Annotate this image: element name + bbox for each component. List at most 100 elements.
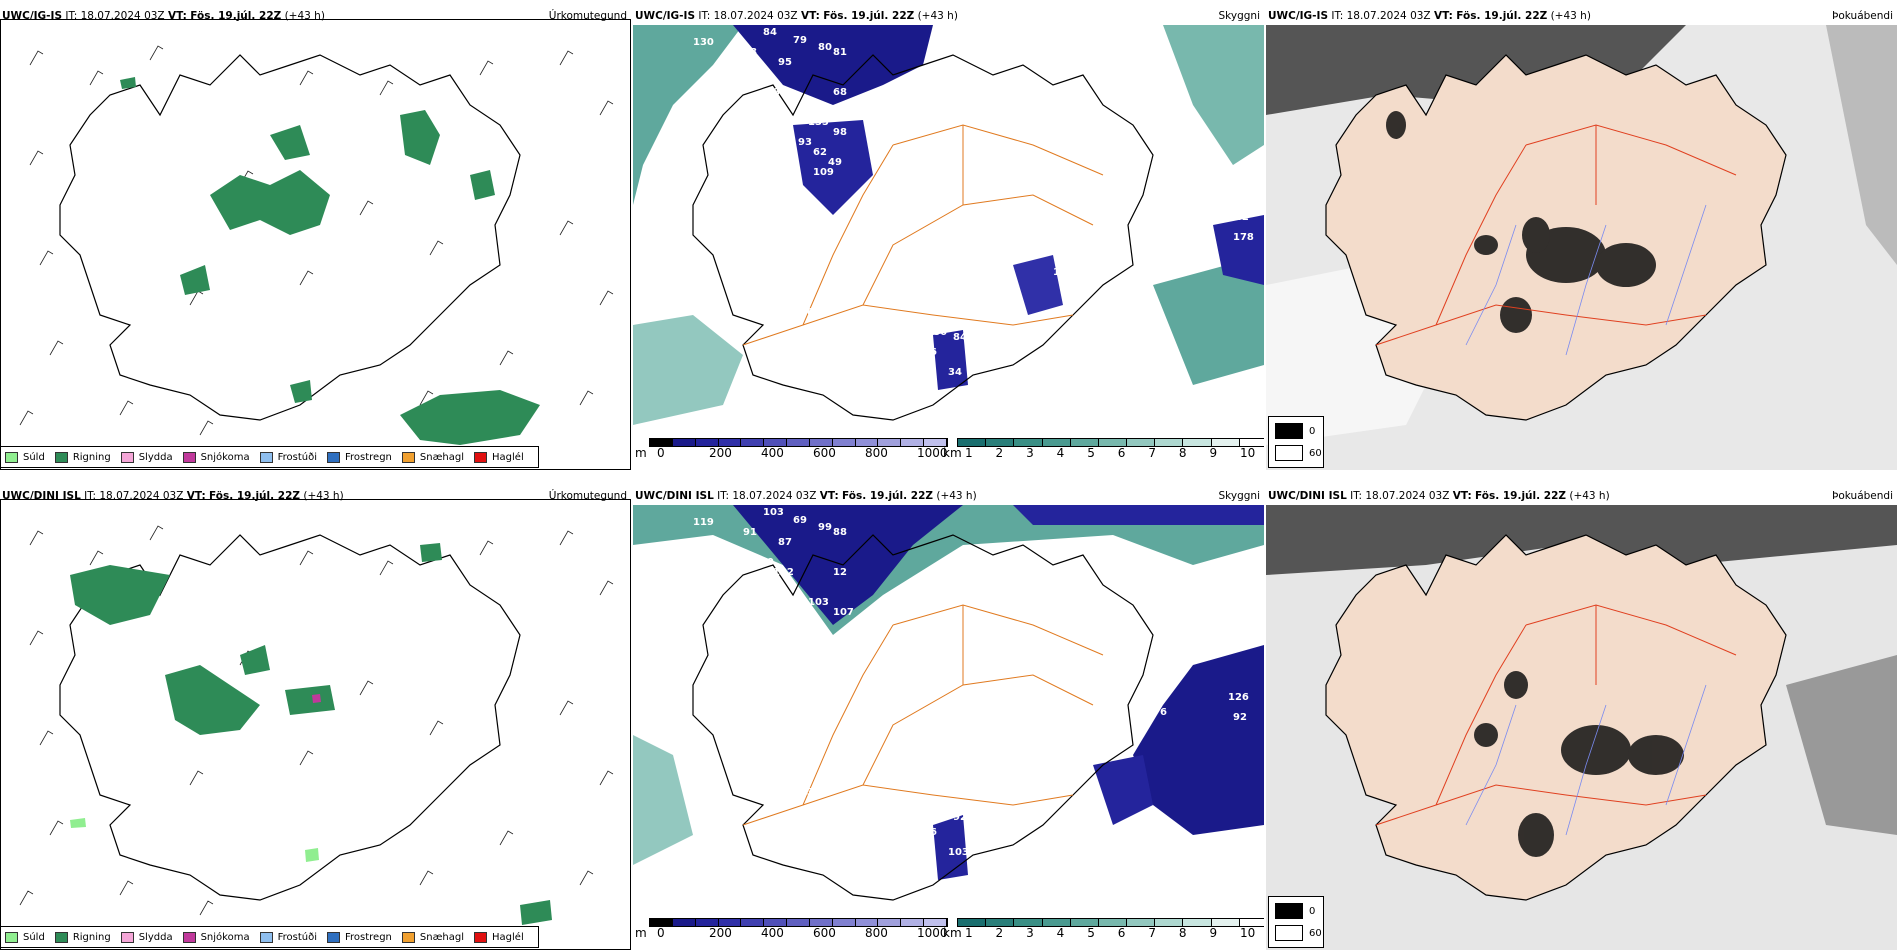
colorbar-tick: 0 (657, 926, 665, 940)
colorbar-tick: 2 (995, 446, 1004, 460)
cloud-base-label: 84 (783, 187, 797, 198)
panel-header: UWC/IG-IS IT: 18.07.2024 03Z VT: Fös. 19… (2, 7, 629, 25)
cloud-base-label: 162 (798, 207, 819, 218)
fog-legend-item: 0 (1275, 903, 1315, 919)
fog-legend-swatch (1275, 423, 1303, 439)
cloud-base-label: 142 (1228, 212, 1249, 223)
panel-header: UWC/DINI ISL IT: 18.07.2024 03Z VT: Fös.… (1268, 487, 1895, 505)
precip-panel-ig-is: UWC/IG-IS IT: 18.07.2024 03Z VT: Fös. 19… (0, 5, 631, 470)
cloud-base-label: 130 (693, 37, 714, 48)
vt-label: VT: (1452, 490, 1472, 502)
colorbar-tick: 9 (1209, 926, 1218, 940)
panel-header: UWC/IG-IS IT: 18.07.2024 03Z VT: Fös. 19… (1268, 7, 1895, 25)
cloud-base-label: 95 (813, 627, 827, 638)
cloud-base-label: 103 (808, 597, 829, 608)
cloud-base-label: 103 (763, 507, 784, 518)
cloud-base-label: 84 (953, 332, 967, 343)
cloud-base-label: 70 (1153, 227, 1167, 238)
visibility-colorbar: km 1 2 3 4 5 6 7 8 9 10 (943, 918, 1264, 948)
cloud-base-label: 126 (793, 307, 814, 318)
cloud-base-label: 87 (778, 537, 792, 548)
legend-swatch (182, 451, 196, 463)
legend-label: Súld (23, 931, 45, 943)
panel-title: Þokuábendi (1832, 10, 1893, 22)
it-value: 18.07.2024 03Z (1346, 10, 1431, 22)
legend-swatch (120, 451, 134, 463)
fog-legend-label: 60 (1309, 447, 1322, 459)
it-label: IT: (1331, 10, 1344, 22)
colorbar-tick: 800 (865, 926, 888, 940)
cloud-base-label: 57 (943, 217, 957, 228)
cloud-base-label: 12 (833, 567, 847, 578)
colorbar-tick: 3 (1026, 926, 1034, 940)
legend-item: Frostregn (327, 931, 392, 943)
vt-value: Fös. 19.júl. 22Z (1456, 10, 1548, 22)
precip-map (19, 525, 614, 925)
colorbar-tick: 3 (1026, 446, 1034, 460)
iceland-land (1325, 534, 1787, 901)
colorbar-swatches (957, 438, 1264, 447)
colorbar-tick: 200 (709, 926, 732, 940)
fog-legend-item: 60 (1275, 445, 1322, 461)
cloud-base-label: 91 (743, 527, 757, 538)
panel-header: UWC/DINI ISL IT: 18.07.2024 03Z VT: Fös.… (2, 487, 629, 505)
colorbar-tick: 1 (965, 926, 973, 940)
colorbar-tick: 800 (865, 446, 888, 460)
legend-item: Slydda (120, 451, 173, 463)
legend-label: Frostregn (345, 931, 392, 943)
cloud-base-label: 86 (933, 327, 947, 338)
legend-swatch (327, 931, 340, 943)
lead-time: (+43 h) (303, 490, 344, 502)
cloud-base-label: 69 (793, 515, 807, 526)
colorbar-tick: 10 (1240, 446, 1256, 460)
iceland-outline (59, 534, 521, 901)
fog-legend-swatch (1275, 903, 1303, 919)
legend-label: Frostregn (345, 451, 392, 463)
cloud-base-colorbar: m 0 200 400 600 800 1000 (635, 438, 948, 468)
fog-legend-item: 60 (1275, 925, 1322, 941)
it-value: 18.07.2024 03Z (99, 490, 184, 502)
legend-item: Rigning (54, 931, 111, 943)
vt-label: VT: (819, 490, 839, 502)
lead-time: (+43 h) (917, 10, 958, 22)
colorbar-tick: 2 (995, 926, 1004, 940)
legend-item: Snæhagl (401, 931, 465, 943)
lead-time: (+43 h) (1569, 490, 1610, 502)
legend-item: Frostúði (259, 931, 317, 943)
it-value: 18.07.2024 03Z (1365, 490, 1450, 502)
panel-header: UWC/DINI ISL IT: 18.07.2024 03Z VT: Fös.… (635, 487, 1262, 505)
it-label: IT: (698, 10, 711, 22)
legend-label: Haglél (492, 451, 524, 463)
colorbar-tick: 200 (709, 446, 732, 460)
legend-label: Snæhagl (419, 931, 465, 943)
colorbar-tick: 600 (813, 446, 836, 460)
cloud-base-label: 62 (813, 147, 827, 158)
legend-label: Slydda (138, 931, 173, 943)
colorbar-tick: 8 (1178, 446, 1187, 460)
visibility-colorbar: km 1 2 3 4 5 6 7 8 9 10 (943, 438, 1264, 468)
cloud-base-label: 135 (808, 117, 829, 128)
legend-swatch (259, 451, 273, 463)
legend-swatch (474, 451, 488, 463)
cloud-base-label: 88 (833, 527, 847, 538)
colorbar-unit: km (943, 446, 962, 460)
fog-cores (1474, 671, 1684, 857)
colorbar-tick: 6 (1117, 446, 1126, 460)
cloud-base-label: 76 (828, 637, 842, 648)
cloud-base-label: 55 (1103, 737, 1117, 748)
it-label: IT: (65, 10, 78, 22)
cloud-base-label: 66 (923, 347, 937, 358)
model-name: UWC/DINI ISL (2, 490, 81, 502)
colorbar-tick: 5 (1087, 926, 1095, 940)
fog-legend: 0 60 (1268, 416, 1324, 468)
colorbar-tick: 8 (1178, 926, 1187, 940)
legend-label: Snæhagl (419, 451, 465, 463)
iceland-outline (692, 534, 1154, 901)
panel-title: Úrkomutegund (548, 490, 627, 502)
fog-legend-label: 0 (1309, 425, 1316, 437)
colorbar-tick: 1000 (917, 446, 948, 460)
precip-panel-dini: UWC/DINI ISL IT: 18.07.2024 03Z VT: Fös.… (0, 485, 631, 950)
legend-swatch (54, 931, 68, 943)
model-name: UWC/IG-IS (1268, 10, 1329, 22)
